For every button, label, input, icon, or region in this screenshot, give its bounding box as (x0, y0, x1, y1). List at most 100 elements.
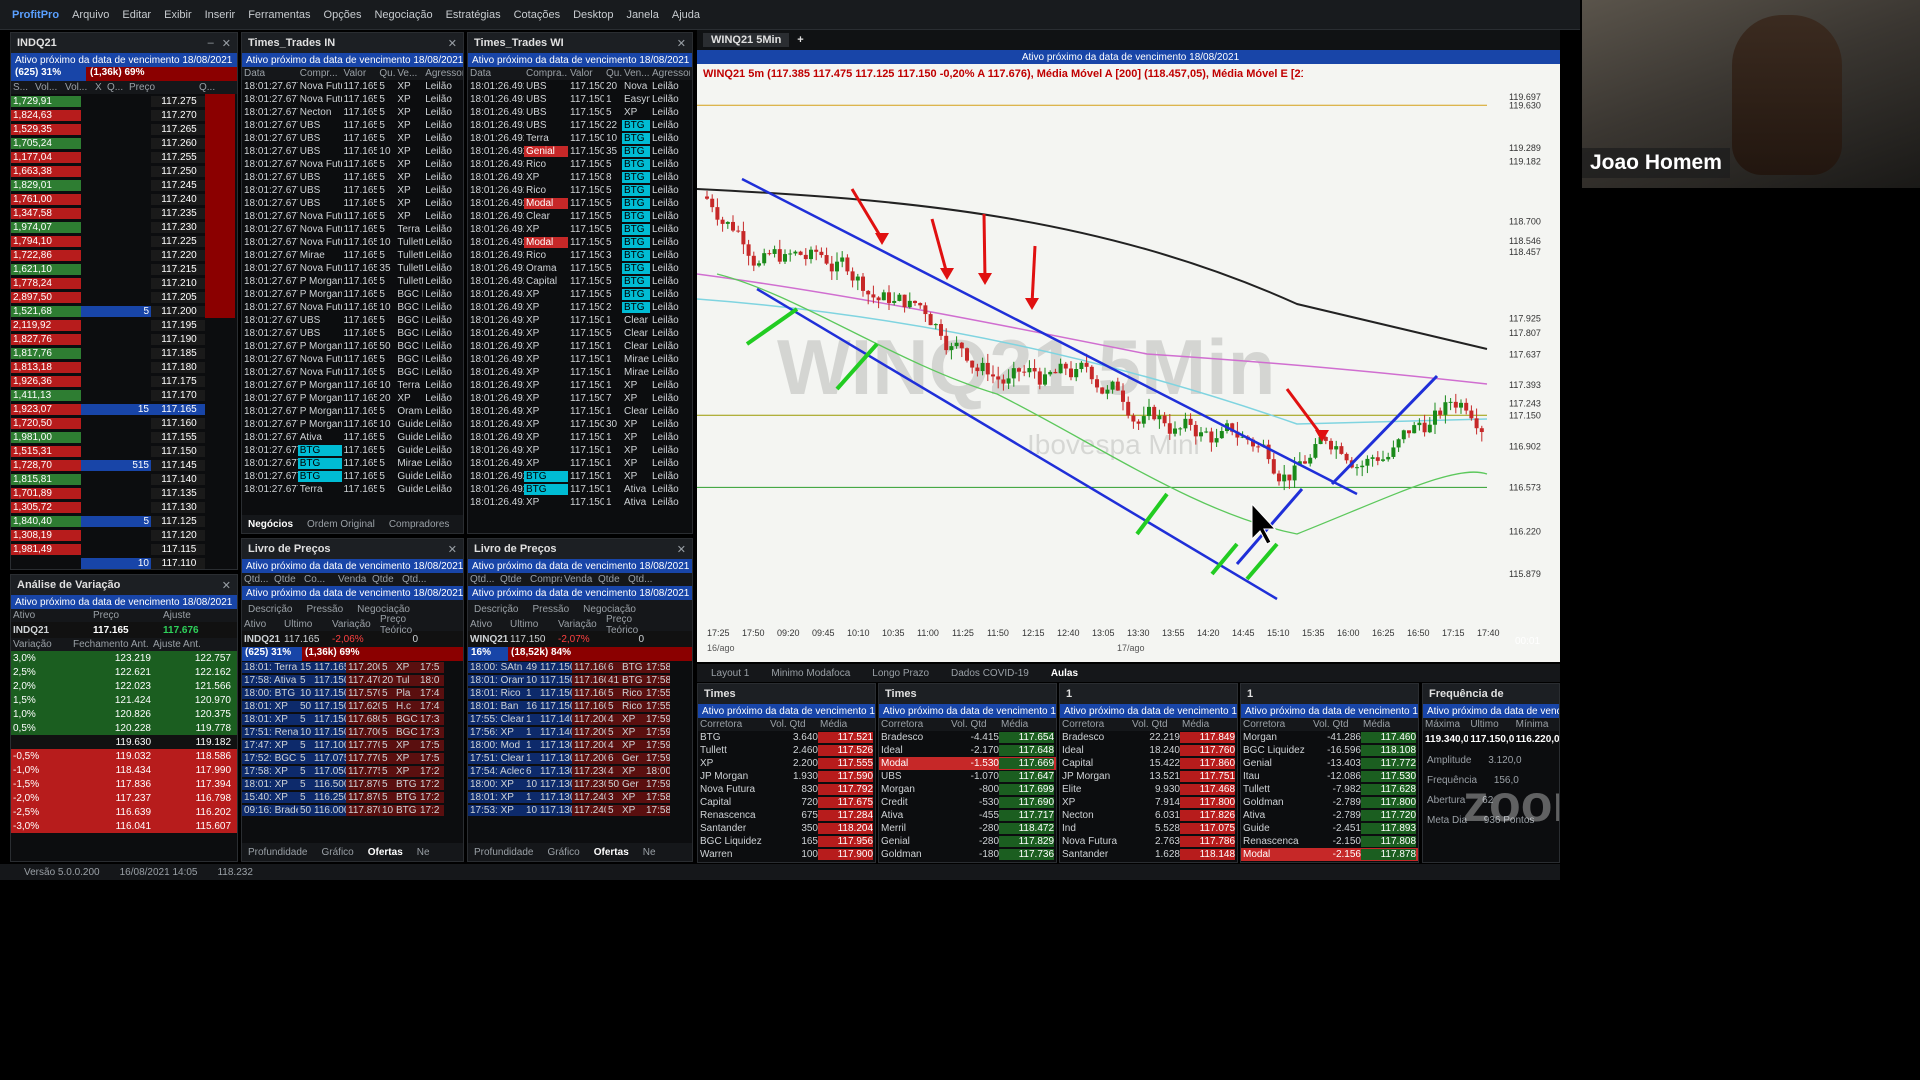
chart-canvas[interactable]: WINQ21 5m (117.385 117.475 117.125 117.1… (697, 64, 1560, 662)
menu-item[interactable]: Ajuda (671, 8, 700, 21)
ladder-row[interactable]: 1,829,01 117.245 (11, 178, 237, 192)
book-row[interactable]: 18:01: XP 5 116.500 117.870 5 BTG 17:2 (242, 778, 463, 791)
close-icon[interactable]: ✕ (676, 543, 686, 556)
ladder-row[interactable]: 1,705,24 117.260 (11, 136, 237, 150)
book-row[interactable]: 18:01: Ban 16 117.150 117.160 5 Rico 17:55 (468, 700, 692, 713)
ladder-row[interactable]: 1,621,10 117.215 (11, 262, 237, 276)
book-row[interactable]: 17:51: Clear 1 117.130 117.200 6 Ger 17:59 (468, 752, 692, 765)
menu-item[interactable]: Arquivo (72, 8, 110, 21)
book-row[interactable]: 17:55: Clear 1 117.140 117.200 4 XP 17:59 (468, 713, 692, 726)
book-row[interactable]: 17:51: Renas 10 117.150 117.700 5 BGC 17:3 (242, 726, 463, 739)
close-icon[interactable]: ✕ (447, 37, 457, 50)
book-row[interactable]: 17:58: Ativa 5 117.150 117.470 20 Tul 18:0 (242, 674, 463, 687)
ladder-row[interactable]: 1,728,70 515 117.145 (11, 458, 237, 472)
ladder-row[interactable]: 1,720,50 117.160 (11, 416, 237, 430)
ladder-row[interactable]: 1,347,58 117.235 (11, 206, 237, 220)
close-icon[interactable]: ✕ (221, 37, 231, 50)
menu-item[interactable]: Janela (626, 8, 659, 21)
menu-item[interactable]: Exibir (164, 8, 192, 21)
book-bottom-tab[interactable]: Profundidade (248, 846, 308, 858)
ladder-row[interactable]: 1,923,07 15 117.165 (11, 402, 237, 416)
menu-item[interactable]: Ferramentas (248, 8, 311, 21)
book-row[interactable]: 17:54: Aclec 6 117.130 117.230 4 XP 18:00 (468, 765, 692, 778)
chart-tab[interactable]: WINQ21 5Min (703, 33, 790, 47)
ladder-row[interactable]: 1,817,76 117.185 (11, 346, 237, 360)
ladder-row[interactable]: 1,308,19 117.120 (11, 528, 237, 542)
book-row[interactable]: 18:01: XP 5 117.150 117.680 5 BGC 17:3 (242, 713, 463, 726)
book-tab[interactable]: Pressão (532, 603, 570, 615)
ladder-row[interactable]: 1,981,00 117.155 (11, 430, 237, 444)
ladder-row[interactable]: 1,701,89 117.135 (11, 486, 237, 500)
menu-item[interactable]: Opções (323, 8, 362, 21)
add-tab-icon[interactable]: + (797, 34, 804, 46)
ladder-row[interactable]: 10 117.110 (11, 556, 237, 569)
close-icon[interactable]: ✕ (447, 543, 457, 556)
book-row[interactable]: 17:58: XP 5 117.050 117.775 5 XP 17:2 (242, 765, 463, 778)
book-row[interactable]: 18:00: Mod 1 117.130 117.200 4 XP 17:59 (468, 739, 692, 752)
ladder-row[interactable]: 1,794,10 117.225 (11, 234, 237, 248)
book-bottom-tab[interactable]: Ofertas (593, 846, 629, 858)
book-tab[interactable]: Descrição (474, 603, 519, 615)
tab-1[interactable]: Ordem Original (307, 518, 375, 530)
layout-tab[interactable]: Longo Prazo (872, 667, 930, 679)
book-bottom-tab[interactable]: Ne (642, 846, 656, 858)
book-bottom-tab[interactable]: Gráfico (547, 846, 580, 858)
layout-tab[interactable]: Layout 1 (711, 667, 750, 679)
book-tab[interactable]: Descrição (248, 603, 293, 615)
book-row[interactable]: 15:40: XP 5 116.250 117.870 5 BTG 17:2 (242, 791, 463, 804)
book-tab[interactable]: Negociação (357, 603, 410, 615)
ladder-row[interactable]: 1,761,00 117.240 (11, 192, 237, 206)
book-bottom-tab[interactable]: Ne (416, 846, 430, 858)
book-row[interactable]: 09:16: Brade 50 116.000 117.870 10 BTG 17:2 (242, 804, 463, 817)
layout-tab[interactable]: Minimo Modafoca (771, 667, 851, 679)
ladder-row[interactable]: 1,974,07 117.230 (11, 220, 237, 234)
minimize-icon[interactable]: – (207, 36, 214, 49)
ladder-row[interactable]: 1,663,38 117.250 (11, 164, 237, 178)
ladder-row[interactable]: 2,897,50 117.205 (11, 290, 237, 304)
ladder-row[interactable]: 1,521,68 5 117.200 (11, 304, 237, 318)
close-icon[interactable]: ✕ (676, 37, 686, 50)
ladder-row[interactable]: 1,926,36 117.175 (11, 374, 237, 388)
book-row[interactable]: 18:00: XP 10 117.130 117.230 50 Ger 17:59 (468, 778, 692, 791)
ladder-row[interactable]: 1,411,13 117.170 (11, 388, 237, 402)
ladder-row[interactable]: 1,529,35 117.265 (11, 122, 237, 136)
book-row[interactable]: 17:53: XP 10 117.130 117.240 5 XP 17:58 (468, 804, 692, 817)
ladder-row[interactable]: 1,729,91 117.275 (11, 94, 237, 108)
book-row[interactable]: 18:01: XP 50 117.150 117.620 5 H.c 17:4 (242, 700, 463, 713)
book-row[interactable]: 18:01: Terra 15 117.165 117.200 5 XP 17:5 (242, 661, 463, 674)
menu-item[interactable]: Inserir (204, 8, 236, 21)
layout-tab[interactable]: Aulas (1050, 667, 1079, 679)
layout-tab[interactable]: Dados COVID-19 (951, 667, 1029, 679)
ladder-row[interactable]: 1,824,63 117.270 (11, 108, 237, 122)
tab-0[interactable]: Negócios (248, 518, 294, 530)
book-bottom-tab[interactable]: Profundidade (474, 846, 534, 858)
book-tab[interactable]: Pressão (306, 603, 344, 615)
ladder-row[interactable]: 1,722,86 117.220 (11, 248, 237, 262)
ladder-row[interactable]: 1,815,81 117.140 (11, 472, 237, 486)
close-icon[interactable]: ✕ (221, 579, 231, 592)
ladder-row[interactable]: 1,305,72 117.130 (11, 500, 237, 514)
menu-item[interactable]: Negociação (374, 8, 433, 21)
menu-item[interactable]: Estratégias (445, 8, 501, 21)
ladder-row[interactable]: 1,813,18 117.180 (11, 360, 237, 374)
ladder-row[interactable]: 1,778,24 117.210 (11, 276, 237, 290)
book-row[interactable]: 18:01: XP 1 117.130 117.240 3 XP 17:58 (468, 791, 692, 804)
book-row[interactable]: 17:56: XP 1 117.140 117.200 5 XP 17:59 (468, 726, 692, 739)
ladder-row[interactable]: 2,119,92 117.195 (11, 318, 237, 332)
book-row[interactable]: 18:00: SAtn 49 117.150 117.160 6 BTG 17:58 (468, 661, 692, 674)
ladder-row[interactable]: 1,827,76 117.190 (11, 332, 237, 346)
menu-item[interactable]: Editar (122, 8, 152, 21)
book-row[interactable]: 17:47: XP 5 117.100 117.770 5 XP 17:5 (242, 739, 463, 752)
menu-item[interactable]: Desktop (573, 8, 614, 21)
book-bottom-tab[interactable]: Gráfico (321, 846, 354, 858)
book-bottom-tab[interactable]: Ofertas (367, 846, 403, 858)
tab-2[interactable]: Compradores (388, 518, 450, 530)
ladder-row[interactable]: 1,981,49 117.115 (11, 542, 237, 556)
ladder-row[interactable]: 1,840,40 5 117.125 (11, 514, 237, 528)
menu-item[interactable]: Cotações (513, 8, 561, 21)
ladder-row[interactable]: 1,515,31 117.150 (11, 444, 237, 458)
book-row[interactable]: 18:00: BTG 10 117.150 117.570 5 Pla 17:4 (242, 687, 463, 700)
book-tab[interactable]: Negociação (583, 603, 636, 615)
